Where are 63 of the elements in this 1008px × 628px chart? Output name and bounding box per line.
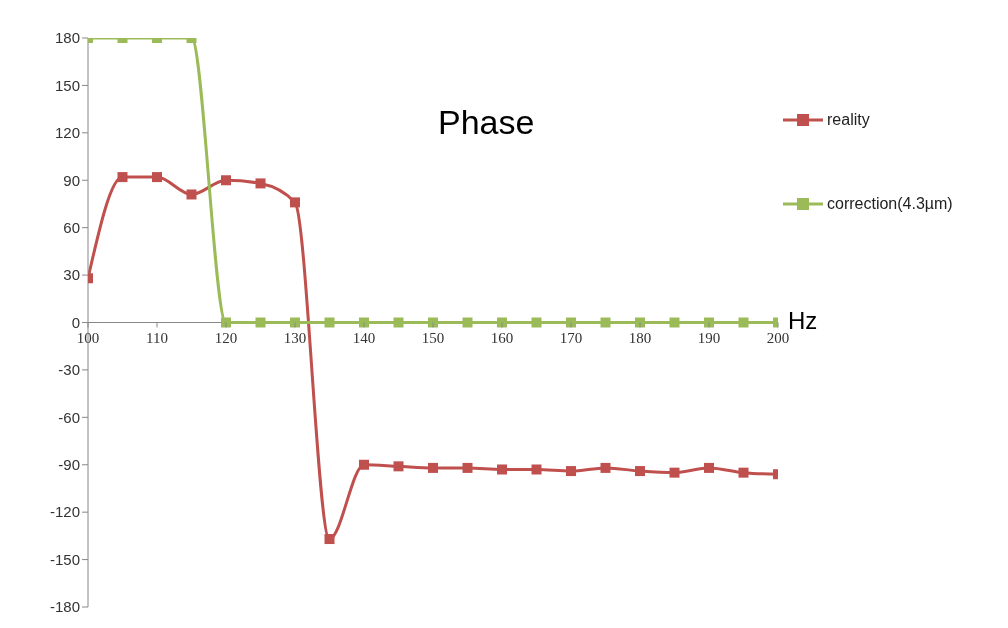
y-tick-label: -60	[58, 408, 80, 426]
point	[566, 317, 576, 328]
x-tick-label: 100	[76, 329, 100, 346]
point	[566, 466, 576, 477]
y-tick-label: 120	[54, 124, 80, 142]
point	[669, 467, 680, 478]
y-tick-label: 0	[71, 313, 80, 331]
y-tick-label: -150	[49, 550, 80, 568]
y-tick-label: 180	[54, 29, 80, 47]
x-tick-label: 160	[490, 329, 514, 346]
point	[428, 317, 438, 328]
x-tick-label: 130	[283, 329, 307, 346]
y-tick-label: 150	[54, 76, 80, 94]
point	[738, 317, 749, 328]
x-axis-title: Hz	[788, 306, 818, 334]
point	[255, 178, 266, 189]
point	[669, 317, 680, 328]
point	[117, 172, 128, 183]
point	[635, 317, 645, 328]
text: Phase	[438, 103, 535, 142]
legend-label: reality	[827, 111, 870, 129]
y-tick-label: -120	[49, 503, 80, 521]
point	[600, 317, 611, 328]
legend-label: correction(4.3µm)	[827, 195, 953, 213]
x-tick-label: 150	[421, 329, 445, 346]
x-tick-label: 140	[352, 329, 376, 346]
point	[152, 172, 162, 183]
point	[290, 317, 300, 328]
y-tick-label: -90	[58, 456, 80, 474]
x-tick-label: 170	[559, 329, 583, 346]
point	[704, 317, 714, 328]
point	[635, 466, 645, 477]
point	[704, 462, 714, 473]
x-tick-label: 190	[697, 329, 721, 346]
x-tick-label: 180	[628, 329, 652, 346]
point	[497, 464, 507, 475]
point	[290, 197, 300, 208]
point	[221, 175, 231, 186]
point	[497, 317, 507, 328]
point	[221, 317, 231, 328]
y-tick-label: 90	[63, 171, 80, 189]
point	[600, 462, 611, 473]
x-tick-label: 120	[214, 329, 238, 346]
y-tick-label: -30	[58, 361, 80, 379]
point	[324, 534, 335, 545]
point	[359, 317, 369, 328]
point	[531, 464, 542, 475]
point	[359, 459, 369, 470]
point	[428, 462, 438, 473]
point	[255, 317, 266, 328]
point	[462, 462, 473, 473]
y-tick-label: -180	[49, 598, 80, 616]
point	[186, 189, 197, 200]
y-tick-label: 60	[63, 218, 80, 236]
y-tick-label: 30	[63, 266, 80, 284]
point	[393, 461, 404, 472]
point	[531, 317, 542, 328]
point	[738, 467, 749, 478]
point	[393, 317, 404, 328]
x-tick-label: 200	[766, 329, 790, 346]
point	[462, 317, 473, 328]
point	[324, 317, 335, 328]
x-tick-label: 110	[146, 329, 168, 346]
